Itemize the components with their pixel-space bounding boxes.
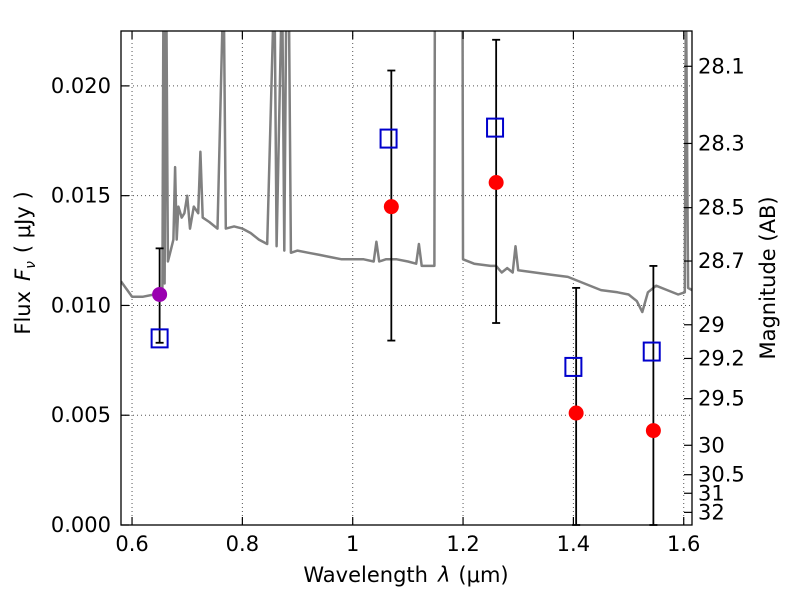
y2-tick-label-3: 28.7	[698, 249, 745, 273]
predicted-point-0	[150, 328, 169, 349]
y-tick-labels: 0.000 0.005 0.010 0.015 0.020	[51, 74, 111, 537]
x-tick-label-1: 0.8	[226, 532, 259, 556]
x-tick-label-0: 0.6	[115, 532, 148, 556]
y-tick-label-1: 0.005	[51, 403, 111, 427]
y2-tick-label-2: 28.5	[698, 196, 745, 220]
y-tick-label-4: 0.020	[51, 74, 111, 98]
x-tick-label-4: 1.4	[557, 532, 590, 556]
y-tick-label-2: 0.010	[51, 293, 111, 317]
y2-tick-label-6: 29.5	[698, 387, 745, 411]
predicted-point-3	[564, 356, 583, 377]
y2-tick-label-4: 29	[698, 313, 725, 337]
predicted-point-4	[642, 341, 661, 362]
predicted-points-layer	[150, 117, 661, 377]
y-tick-label-0: 0.000	[51, 513, 111, 537]
y2-tick-label-10: 32	[698, 500, 725, 524]
observed-point-3	[568, 405, 584, 421]
y2-tick-label-0: 28.1	[698, 54, 745, 78]
plot-frame	[120, 30, 693, 526]
y2-tick-label-7: 30	[698, 433, 725, 457]
y2-tick-label-1: 28.3	[698, 131, 745, 155]
predicted-point-1	[379, 128, 398, 149]
tick-marks	[121, 31, 692, 526]
y-axis-title: FluxFν( μJy )	[11, 191, 39, 334]
y2-tick-label-8: 30.5	[698, 463, 745, 487]
model-spectrum-line	[121, 31, 692, 314]
x-tick-label-3: 1.2	[446, 532, 479, 556]
observed-point-1	[383, 199, 399, 215]
y2-tick-label-9: 31	[698, 481, 725, 505]
y2-tick-label-5: 29.2	[698, 346, 745, 370]
observed-points-layer	[152, 174, 661, 439]
x-axis-title: Wavelength λ (μm)	[303, 563, 508, 587]
y2-axis-title: Magnitude (AB)	[756, 196, 780, 359]
model-spectrum-layer	[121, 31, 692, 314]
plot-background	[121, 31, 692, 525]
x-tick-label-2: 1	[346, 532, 359, 556]
observed-point-4	[645, 423, 661, 439]
observed-point-0	[152, 286, 168, 302]
x-tick-label-5: 1.6	[667, 532, 700, 556]
predicted-point-2	[486, 117, 505, 138]
observed-point-2	[488, 174, 504, 190]
y-tick-label-3: 0.015	[51, 184, 111, 208]
x-tick-labels: 0.6 0.8 1 1.2 1.4 1.6	[115, 532, 700, 556]
